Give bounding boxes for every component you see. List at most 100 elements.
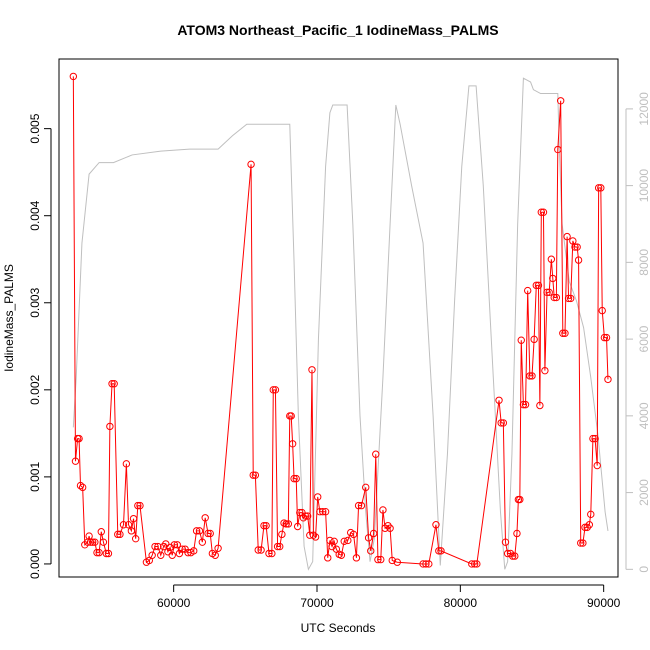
data-point	[311, 533, 320, 541]
data-point	[571, 243, 579, 251]
data-point	[102, 549, 111, 558]
data-point	[108, 380, 116, 388]
data-point	[276, 542, 284, 551]
plot-frame	[58, 58, 619, 578]
data-point	[536, 401, 544, 410]
data-point	[367, 547, 375, 555]
data-point	[422, 560, 430, 568]
data-point	[206, 529, 214, 538]
data-point	[91, 538, 99, 546]
data-point	[148, 551, 156, 559]
chart-title: ATOM3 Northeast_Pacific_1 IodineMass_PAL…	[177, 22, 498, 38]
data-point	[534, 281, 543, 290]
data-point	[563, 232, 571, 241]
data-point	[173, 541, 181, 549]
data-point	[537, 208, 546, 216]
data-point	[564, 294, 573, 303]
data-point	[559, 329, 567, 337]
data-point	[292, 474, 300, 483]
data-point	[198, 538, 207, 546]
data-point	[71, 457, 80, 465]
data-point	[577, 539, 585, 547]
data-point	[293, 522, 302, 531]
data-point	[604, 375, 612, 384]
data-point	[251, 471, 260, 479]
data-point	[129, 514, 138, 523]
data-point	[214, 544, 222, 552]
data-point	[262, 521, 270, 530]
data-point	[278, 530, 286, 539]
data-point	[597, 184, 605, 192]
data-point	[75, 434, 83, 443]
data-point	[497, 419, 505, 427]
data-point	[432, 521, 440, 529]
data-point	[122, 460, 131, 468]
data-point	[97, 528, 105, 536]
data-point	[573, 243, 581, 251]
data-point	[192, 527, 201, 535]
data-point	[473, 560, 481, 568]
data-point	[340, 537, 348, 546]
data-point	[511, 552, 519, 560]
data-point	[136, 501, 144, 510]
data-point	[284, 520, 293, 528]
data-point	[594, 184, 603, 192]
y-tick-label: 0.003	[28, 287, 42, 317]
data-point	[190, 547, 198, 555]
data-point	[425, 560, 433, 568]
y2-tick-label: 8000	[637, 249, 650, 276]
data-point	[369, 529, 378, 538]
y2-tick-label: 4000	[637, 402, 650, 429]
data-point	[543, 288, 551, 297]
data-point	[517, 336, 525, 344]
data-point	[131, 534, 140, 543]
x-axis-label: UTC Seconds	[301, 621, 376, 635]
data-point	[598, 306, 606, 315]
data-point	[257, 546, 265, 554]
data-point	[377, 555, 385, 564]
data-point	[554, 145, 562, 154]
y2-tick-label: 12000	[637, 92, 650, 126]
data-point	[521, 400, 530, 409]
data-point	[247, 160, 255, 169]
data-point	[379, 506, 387, 514]
data-point	[556, 97, 565, 105]
data-point	[271, 386, 280, 394]
x-tick-label: 60000	[157, 596, 191, 610]
data-point	[567, 294, 575, 303]
data-point	[541, 366, 549, 375]
data-point	[549, 274, 557, 283]
data-point	[344, 536, 352, 545]
data-point	[76, 481, 85, 490]
data-point	[501, 538, 510, 546]
data-point	[593, 461, 601, 470]
series-layer	[69, 72, 612, 571]
data-point	[585, 521, 594, 529]
data-point	[526, 372, 534, 380]
data-point	[309, 531, 318, 539]
x-tick-label: 70000	[300, 596, 334, 610]
data-point	[110, 380, 118, 388]
data-point	[393, 558, 401, 566]
data-point	[435, 547, 443, 555]
y2-tick-label: 6000	[637, 325, 650, 352]
data-point	[124, 521, 133, 529]
data-point	[296, 508, 304, 517]
y-tick-label: 0.002	[28, 374, 42, 404]
data-point	[314, 493, 322, 501]
data-point	[516, 495, 524, 504]
data-point	[86, 538, 95, 546]
data-point	[106, 422, 114, 431]
x-tick-label: 80000	[444, 596, 478, 610]
data-point	[357, 501, 366, 510]
data-point	[372, 450, 380, 458]
data-point	[157, 551, 165, 559]
data-point	[362, 483, 370, 492]
data-point	[114, 530, 122, 539]
x-tick-label: 90000	[587, 596, 621, 610]
y2-tick-label: 10000	[637, 169, 650, 203]
data-point	[324, 554, 332, 562]
data-point	[201, 514, 209, 522]
data-point	[587, 510, 595, 519]
data-point	[211, 551, 219, 559]
